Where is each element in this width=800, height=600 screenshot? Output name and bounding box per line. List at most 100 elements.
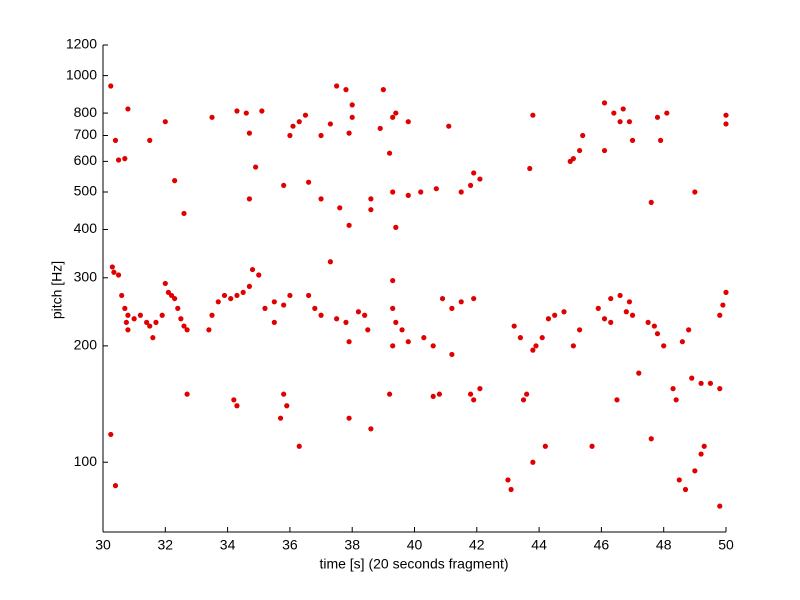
- point: [181, 323, 187, 329]
- point: [670, 386, 676, 392]
- point: [334, 83, 340, 89]
- point: [648, 436, 654, 442]
- point: [318, 132, 324, 139]
- point: [172, 295, 178, 302]
- point: [112, 483, 119, 489]
- x-tick-label: 38: [344, 537, 360, 553]
- point: [567, 158, 573, 164]
- point: [390, 305, 396, 311]
- x-tick-label: 44: [531, 537, 547, 553]
- point: [259, 108, 265, 114]
- point: [608, 295, 614, 302]
- point: [246, 196, 253, 202]
- point: [576, 327, 583, 333]
- point: [524, 391, 530, 397]
- point: [552, 312, 558, 318]
- point: [517, 335, 524, 341]
- point: [439, 295, 446, 302]
- point: [271, 299, 277, 305]
- point: [337, 205, 343, 211]
- point: [570, 343, 576, 349]
- point: [253, 164, 259, 170]
- point: [172, 178, 178, 184]
- point: [112, 137, 119, 143]
- y-tick-label: 100: [74, 453, 98, 469]
- point: [405, 119, 411, 125]
- point: [111, 269, 117, 275]
- point: [626, 299, 633, 305]
- point: [682, 486, 689, 493]
- point: [109, 264, 115, 270]
- point: [346, 130, 352, 136]
- point: [561, 309, 567, 315]
- point: [520, 397, 527, 403]
- point: [390, 114, 396, 120]
- point: [209, 114, 215, 120]
- point: [601, 147, 608, 154]
- point: [231, 397, 237, 403]
- point: [545, 316, 552, 322]
- point: [327, 259, 333, 265]
- point: [508, 486, 514, 493]
- point: [343, 319, 349, 325]
- y-tick-label: 400: [74, 220, 98, 236]
- point: [467, 182, 474, 189]
- point: [446, 123, 452, 129]
- point: [287, 292, 293, 299]
- point: [178, 316, 184, 322]
- point: [108, 431, 114, 438]
- point: [698, 451, 704, 457]
- point: [390, 277, 396, 284]
- point: [122, 305, 128, 311]
- point: [206, 327, 212, 333]
- y-tick-label: 600: [74, 152, 98, 168]
- point: [601, 100, 608, 106]
- point: [617, 292, 623, 299]
- point: [614, 397, 620, 403]
- point: [318, 312, 324, 318]
- point: [281, 391, 287, 397]
- point: [137, 312, 143, 318]
- point: [380, 87, 386, 93]
- x-tick-label: 50: [718, 537, 734, 553]
- point: [234, 108, 240, 114]
- point: [108, 83, 114, 89]
- y-tick-label: 700: [74, 126, 98, 142]
- point: [215, 299, 221, 305]
- point: [234, 292, 240, 299]
- point: [125, 327, 131, 333]
- x-tick-label: 42: [469, 537, 485, 553]
- point: [717, 312, 723, 318]
- point: [305, 179, 312, 185]
- point: [209, 312, 215, 318]
- point: [393, 110, 399, 116]
- point: [539, 335, 545, 341]
- point: [477, 386, 483, 392]
- point: [421, 335, 427, 341]
- point: [150, 335, 156, 341]
- point: [458, 189, 464, 195]
- point: [305, 292, 312, 299]
- point: [390, 189, 396, 195]
- point: [533, 343, 539, 349]
- y-tick-label: 300: [74, 268, 98, 284]
- point: [131, 316, 137, 322]
- point: [175, 305, 181, 311]
- point: [723, 289, 729, 295]
- point: [234, 403, 240, 409]
- point: [312, 305, 318, 311]
- point: [720, 302, 726, 308]
- point: [664, 110, 670, 116]
- point: [629, 312, 636, 318]
- point: [433, 186, 439, 192]
- point: [505, 477, 511, 483]
- point: [243, 110, 249, 116]
- point: [405, 339, 411, 345]
- point: [701, 443, 707, 449]
- point: [393, 319, 399, 325]
- point: [377, 125, 383, 132]
- point: [430, 393, 436, 400]
- point: [368, 207, 374, 213]
- point: [221, 292, 228, 299]
